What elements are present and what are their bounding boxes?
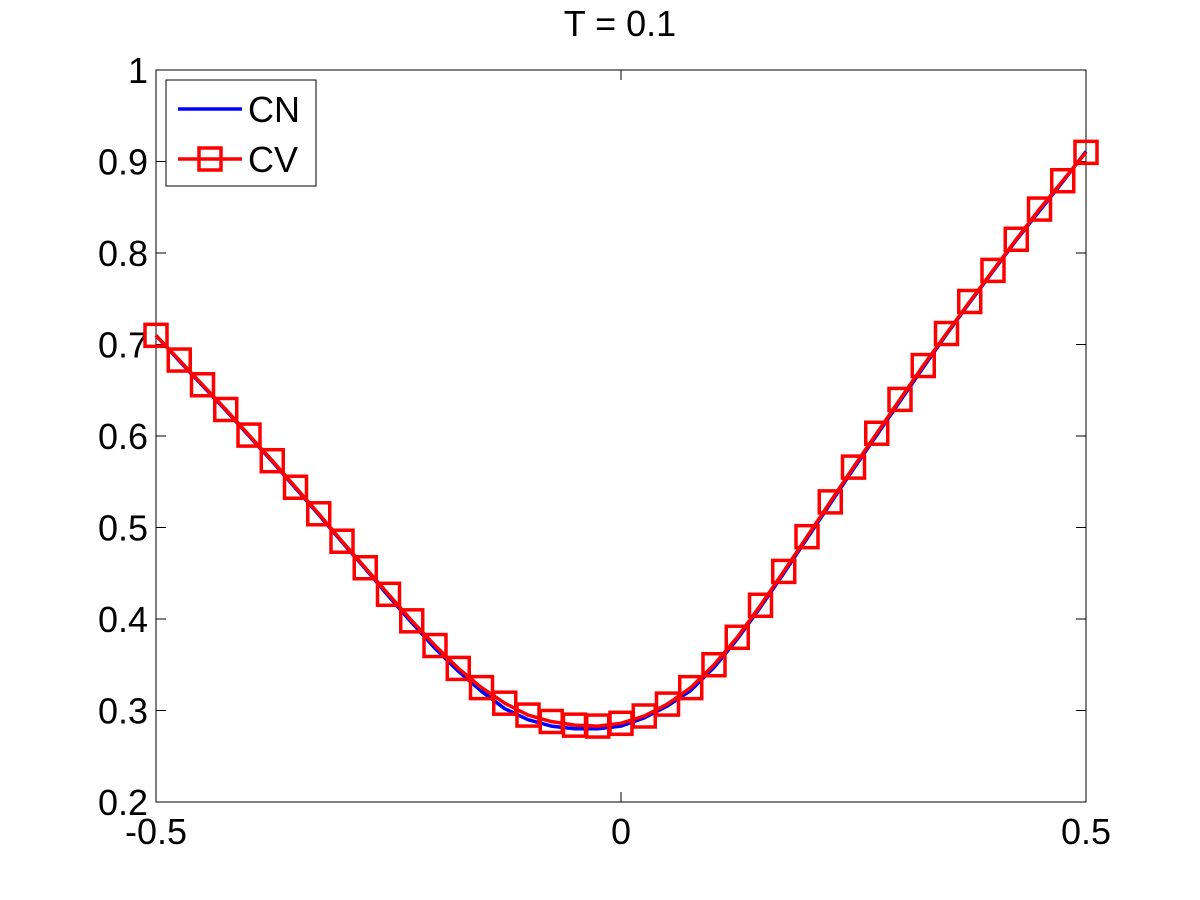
- data-point-cv: [957, 288, 983, 315]
- data-point-cv: [1003, 226, 1029, 253]
- y-tick-label: 0.3: [98, 691, 148, 732]
- data-point-cv: [1050, 167, 1076, 194]
- data-point-cv: [189, 372, 216, 398]
- y-tick-label: 0.6: [98, 416, 148, 457]
- data-point-cv: [1026, 196, 1053, 222]
- data-point-cv: [747, 592, 774, 619]
- legend-label-cn: CN: [248, 89, 300, 130]
- data-point-cv: [143, 322, 169, 349]
- data-point-cv: [166, 347, 192, 373]
- data-point-cv: [282, 474, 309, 500]
- data-point-cv: [329, 528, 355, 554]
- series-line-cn: [154, 150, 1088, 731]
- legend-label-cv: CV: [248, 139, 298, 180]
- y-tick-label: 0.2: [98, 782, 148, 823]
- data-point-cv: [422, 632, 448, 659]
- x-tick-label: 0.5: [1061, 811, 1111, 852]
- y-tick-label: 0.7: [98, 325, 148, 366]
- legend-marker-cv: [197, 146, 223, 172]
- x-tick-label: -0.5: [125, 811, 187, 852]
- data-point-cv: [910, 352, 936, 379]
- chart-title: T = 0.1: [564, 3, 676, 44]
- axes: -0.5 0 0.5 0.2 0.3 0.4 0.5 0.6 0.7 0.8 0.9 1: [98, 50, 1111, 852]
- data-point-cv: [840, 454, 867, 480]
- data-point-cv: [980, 257, 1006, 284]
- data-point-cv: [887, 386, 913, 413]
- data-point-cv: [794, 523, 820, 550]
- data-point-cv: [654, 691, 681, 717]
- y-tick-label: 0.5: [98, 508, 148, 549]
- data-point-cv: [678, 674, 704, 701]
- y-tick-label: 0.9: [98, 142, 148, 183]
- data-point-cv: [236, 422, 262, 448]
- data-point-cv: [445, 655, 471, 682]
- data-point-cv: [701, 652, 727, 678]
- data-point-cv: [213, 396, 239, 423]
- legend-box: [165, 79, 317, 187]
- y-tick-label: 0.8: [98, 233, 148, 274]
- data-point-cv: [933, 320, 960, 347]
- x-tick-label: 0: [611, 811, 631, 852]
- data-point-cv: [1073, 139, 1099, 166]
- data-point-cv: [399, 608, 425, 634]
- data-point-cv: [468, 674, 495, 701]
- data-point-cv: [771, 558, 797, 585]
- data-point-cv: [352, 555, 378, 581]
- data-point-cv: [864, 420, 890, 447]
- data-point-cv: [306, 501, 332, 527]
- series-line-cv: [154, 151, 1088, 728]
- y-tick-label: 0.4: [98, 599, 148, 640]
- data-point-cv: [375, 581, 402, 608]
- y-tick-label: 1: [128, 50, 148, 91]
- data-point-cv: [724, 624, 750, 651]
- legend: CN CV: [165, 79, 317, 187]
- plot-area: [143, 139, 1099, 739]
- data-point-cv: [259, 447, 285, 474]
- data-point-cv: [817, 489, 843, 515]
